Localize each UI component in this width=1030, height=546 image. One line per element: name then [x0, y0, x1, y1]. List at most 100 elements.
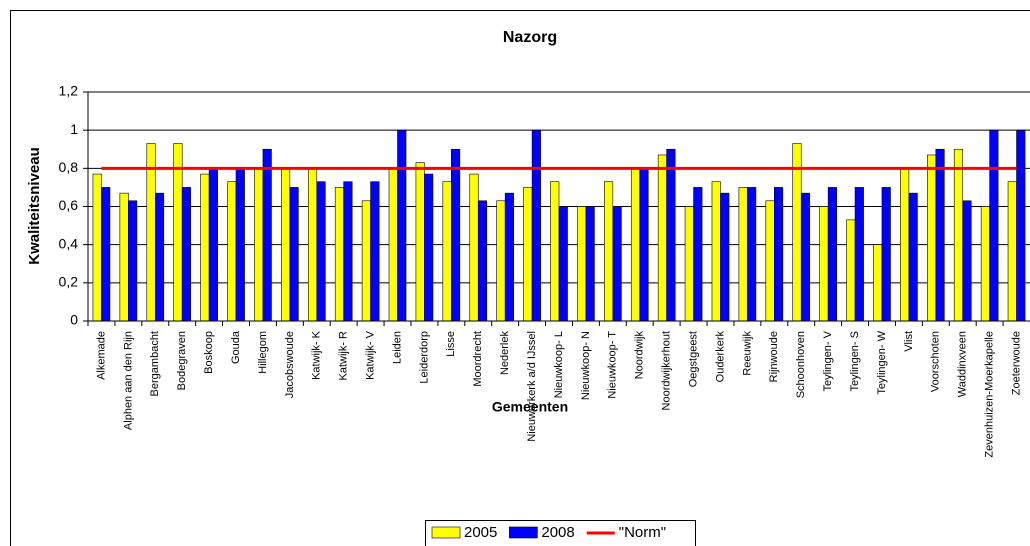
x-tick-label: Katwijk- K	[311, 330, 323, 380]
x-tick-label: Schoonhoven	[795, 331, 807, 398]
bar	[496, 200, 506, 322]
bar	[531, 129, 541, 322]
x-tick-label: Gouda	[230, 330, 242, 364]
bar	[523, 187, 533, 322]
x-tick-label: Ouderkerk	[714, 331, 726, 383]
x-tick-label: Nederlek	[499, 331, 511, 376]
x-tick-label: Vlist	[903, 331, 915, 352]
bar	[316, 181, 326, 322]
bar	[334, 187, 344, 322]
bar	[469, 173, 479, 322]
bar	[92, 173, 102, 322]
bar	[477, 200, 488, 322]
bar	[693, 187, 703, 322]
x-tick-label: Rijnwoude	[768, 331, 780, 382]
bar	[128, 200, 138, 322]
bar	[765, 200, 775, 322]
bar	[343, 181, 353, 322]
bar	[827, 187, 837, 322]
y-tick-label: 0,6	[59, 197, 79, 213]
bar	[908, 192, 918, 322]
y-tick-label: 1,2	[59, 83, 79, 99]
x-tick-label: Moordrecht	[472, 331, 484, 387]
x-tick-label: Noordwijkerhout	[661, 331, 673, 410]
x-tick-label: Teylingen- W	[876, 330, 888, 394]
x-tick-label: Waddinxveen	[957, 331, 969, 397]
bar	[262, 148, 272, 322]
legend-swatch	[431, 526, 461, 539]
bar	[900, 168, 910, 322]
x-tick-label: Teylingen- S	[849, 331, 861, 392]
y-tick-label: 0,8	[59, 159, 79, 175]
bar	[254, 168, 264, 322]
bar	[119, 192, 129, 322]
bar	[504, 192, 514, 322]
x-tick-label: Reeuwijk	[741, 331, 753, 376]
bar	[227, 181, 237, 322]
bar	[800, 192, 811, 322]
bar	[200, 173, 210, 322]
bar	[173, 143, 183, 322]
x-tick-label: Noordwijk	[634, 331, 646, 380]
bar	[281, 168, 291, 322]
x-tick-label: Lisse	[445, 331, 457, 357]
bar	[684, 206, 694, 322]
bar	[881, 187, 891, 322]
bar	[980, 206, 990, 322]
bar	[235, 168, 245, 322]
x-tick-label: Voorschoten	[930, 331, 942, 392]
bar	[388, 168, 398, 322]
bar	[208, 168, 218, 322]
x-tick-label: Bodegraven	[176, 331, 188, 390]
y-tick-label: 0,2	[59, 274, 79, 290]
y-tick-label: 0	[70, 312, 78, 328]
bar	[397, 129, 407, 322]
bar	[585, 206, 595, 322]
bar	[612, 206, 622, 322]
bar	[666, 148, 676, 322]
bar	[747, 187, 757, 322]
x-tick-label: Jacobswoude	[284, 331, 296, 398]
bar	[154, 192, 165, 322]
bar	[307, 168, 318, 322]
bar	[558, 206, 568, 322]
bar	[181, 187, 191, 322]
y-tick-label: 1	[70, 121, 78, 137]
bar	[101, 187, 111, 322]
legend-label: 2005	[464, 524, 497, 541]
x-tick-label: Bergambacht	[149, 331, 161, 396]
x-tick-label: Hillegom	[257, 331, 269, 374]
bar	[442, 181, 452, 322]
bar	[415, 162, 425, 322]
bar	[1007, 181, 1017, 322]
bar	[774, 187, 784, 322]
bar	[424, 173, 434, 322]
bar	[846, 219, 856, 322]
bar	[361, 200, 371, 322]
bar	[370, 181, 380, 322]
x-tick-label: Zevenhuizen-Moerkapelle	[984, 331, 996, 458]
bar	[873, 244, 883, 322]
x-tick-label: Oegstgeest	[687, 331, 699, 387]
bar	[926, 154, 937, 322]
bar	[819, 206, 829, 322]
legend-label: 2008	[541, 524, 574, 541]
bar	[451, 148, 461, 322]
bar	[989, 129, 999, 322]
bar	[639, 168, 649, 322]
bar	[604, 181, 614, 322]
y-axis-title: Kwaliteitsniveau	[26, 147, 43, 265]
legend-swatch	[509, 526, 538, 539]
bar	[962, 200, 972, 322]
legend-box	[425, 520, 696, 546]
bar	[289, 187, 299, 322]
bar	[550, 181, 560, 322]
x-axis-title: Gemeenten	[492, 399, 568, 415]
bar	[953, 148, 964, 322]
bar	[1016, 129, 1026, 322]
x-tick-label: Katwijk- R	[338, 331, 350, 381]
x-tick-label: Nieuwkoop- T	[607, 331, 619, 399]
x-tick-label: Leiderdorp	[418, 331, 430, 384]
bar	[577, 206, 587, 322]
